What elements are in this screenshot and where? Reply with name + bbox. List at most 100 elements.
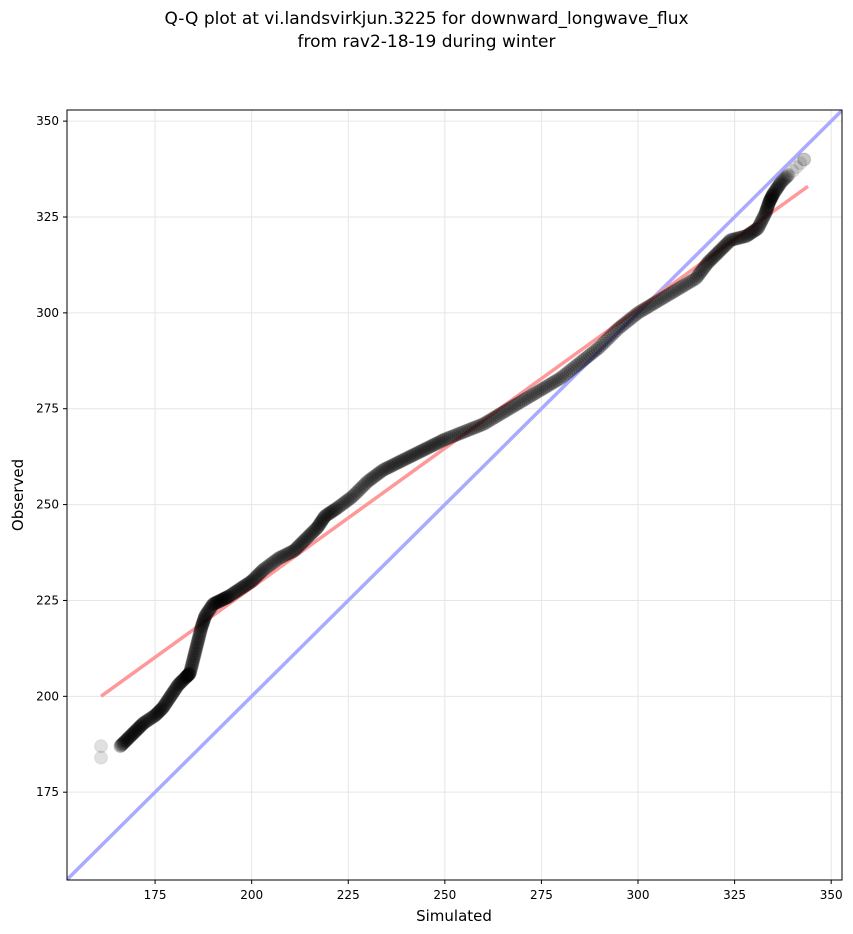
data-point <box>753 216 768 231</box>
data-point <box>183 663 198 678</box>
data-point <box>722 234 737 249</box>
data-point <box>202 603 217 618</box>
data-point <box>173 675 188 690</box>
data-point <box>557 367 572 382</box>
data-point <box>756 209 771 224</box>
data-point <box>139 713 154 728</box>
data-point <box>713 243 728 258</box>
data-point <box>797 152 812 167</box>
data-point <box>547 374 562 389</box>
data-point <box>681 275 696 290</box>
data-point <box>155 700 170 715</box>
data-point <box>602 330 617 345</box>
data-point <box>611 321 626 336</box>
data-point <box>186 650 201 665</box>
data-point <box>733 230 748 245</box>
data-point <box>763 192 778 207</box>
data-point <box>717 238 732 253</box>
data-point <box>271 551 286 566</box>
data-point <box>761 195 776 210</box>
data-point <box>184 660 199 675</box>
data-point <box>767 185 782 200</box>
data-point <box>212 594 227 609</box>
data-point <box>305 525 320 540</box>
data-point <box>119 733 134 748</box>
data-point <box>569 358 584 373</box>
data-point <box>209 595 224 610</box>
data-point <box>154 702 169 717</box>
data-point <box>163 689 178 704</box>
data-point <box>343 491 358 506</box>
data-point <box>586 344 601 359</box>
data-point <box>780 169 795 184</box>
data-point <box>182 666 197 681</box>
data-point <box>134 717 149 732</box>
data-point <box>530 384 545 399</box>
data-point <box>701 254 716 269</box>
data-point <box>118 733 133 748</box>
data-point <box>764 190 779 205</box>
data-point <box>172 676 187 691</box>
data-point <box>192 627 207 642</box>
data-point <box>114 738 129 753</box>
data-point <box>507 398 522 413</box>
data-point <box>758 205 773 220</box>
data-point <box>158 697 173 712</box>
data-point <box>172 677 187 692</box>
data-point <box>176 672 191 687</box>
data-point <box>491 407 506 422</box>
data-point <box>327 502 342 517</box>
data-point <box>177 671 192 686</box>
data-point <box>772 177 787 192</box>
data-point <box>493 406 508 421</box>
data-point <box>423 439 438 454</box>
data-point <box>555 369 570 384</box>
data-point <box>775 173 790 188</box>
data-point <box>613 319 628 334</box>
data-point <box>518 391 533 406</box>
y-tick-label: 175 <box>36 785 59 799</box>
data-point <box>146 709 161 724</box>
x-tick-label: 175 <box>144 888 167 902</box>
data-point <box>380 460 395 475</box>
data-point <box>175 673 190 688</box>
data-point <box>288 542 303 557</box>
data-point <box>145 710 160 725</box>
data-point <box>124 727 139 742</box>
data-point <box>120 732 135 747</box>
data-point <box>306 524 321 539</box>
data-point <box>325 504 340 519</box>
data-point <box>634 303 649 318</box>
data-point <box>195 615 210 630</box>
data-point <box>342 492 357 507</box>
data-point <box>216 592 231 607</box>
data-point <box>731 231 746 246</box>
data-point <box>654 292 669 307</box>
data-point <box>216 591 231 606</box>
data-point <box>416 443 431 458</box>
data-point <box>179 669 194 684</box>
data-point <box>128 723 143 738</box>
data-point <box>693 265 708 280</box>
data-point <box>766 186 781 201</box>
data-point <box>402 450 417 465</box>
data-point <box>420 440 435 455</box>
data-point <box>209 595 224 610</box>
data-point <box>165 685 180 700</box>
data-point <box>211 594 226 609</box>
data-point <box>574 354 589 369</box>
data-point <box>761 196 776 211</box>
data-point <box>251 567 266 582</box>
data-point <box>428 436 443 451</box>
data-point <box>774 174 789 189</box>
data-point <box>192 626 207 641</box>
data-point <box>594 338 609 353</box>
y-tick-label: 200 <box>36 689 59 703</box>
data-point <box>648 295 663 310</box>
data-point <box>297 533 312 548</box>
data-point <box>295 535 310 550</box>
data-point <box>445 429 460 444</box>
data-point <box>779 170 794 185</box>
data-point <box>131 720 146 735</box>
data-point <box>770 180 785 195</box>
